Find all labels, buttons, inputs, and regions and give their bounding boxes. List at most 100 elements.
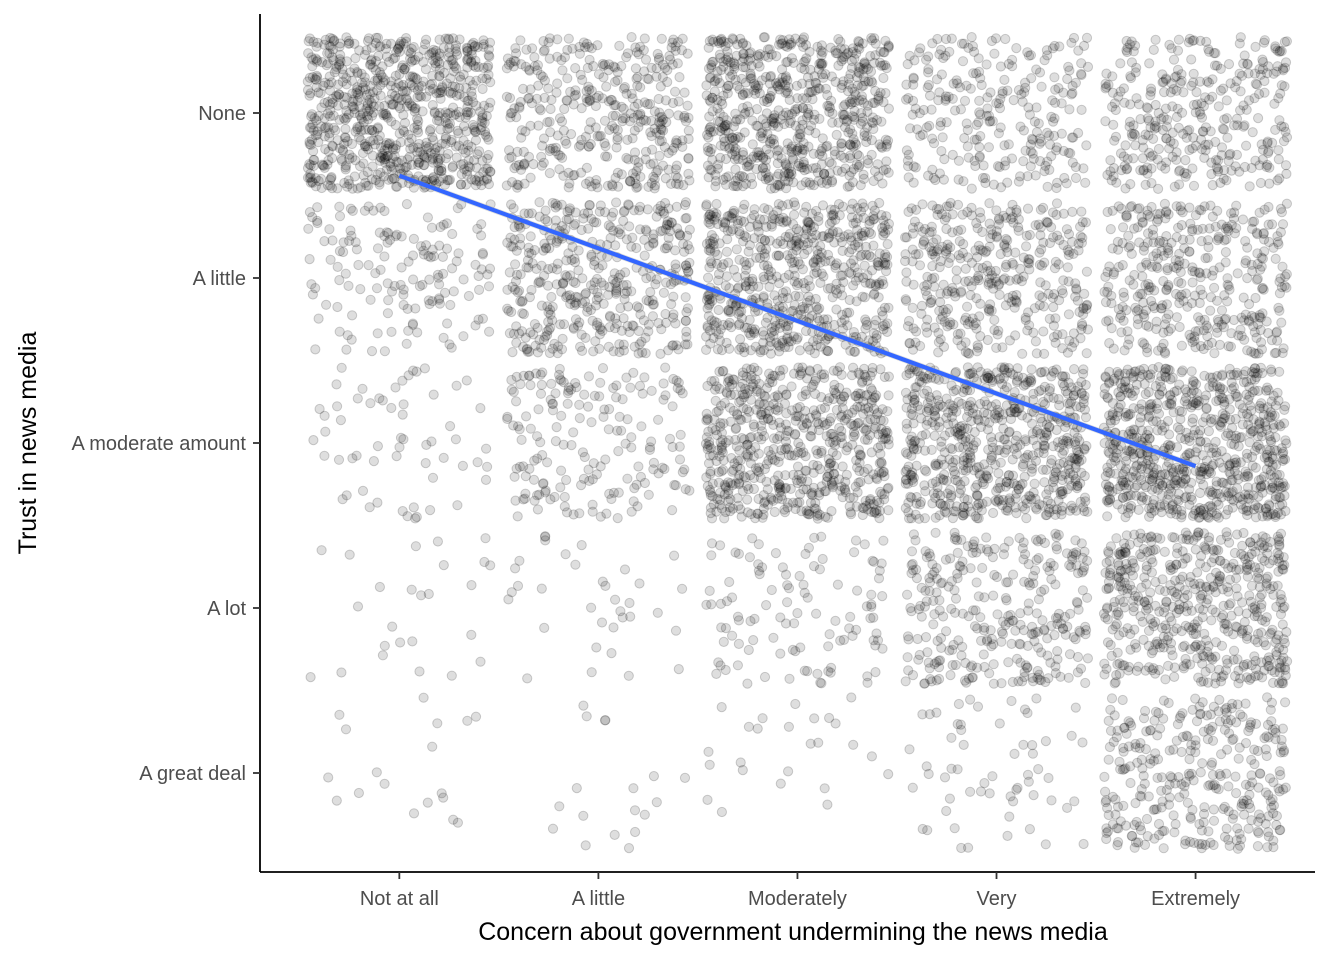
data-point [580,840,591,851]
data-point [679,246,690,257]
data-point [319,236,330,247]
data-point [386,402,397,414]
data-point [706,258,717,269]
data-point [519,493,531,504]
data-point [1143,595,1154,606]
data-point [1250,363,1261,374]
data-point [1240,554,1251,565]
data-point [1145,725,1156,736]
data-point [1080,621,1091,633]
data-point [1003,363,1014,374]
data-point [910,535,921,546]
data-point [1123,665,1134,676]
data-point [1219,623,1230,634]
data-point [921,552,933,563]
data-point [1122,563,1133,574]
data-point [668,291,679,302]
data-point [623,843,635,854]
data-point [1137,616,1148,627]
data-point [647,295,658,306]
data-point [958,739,969,751]
data-point [371,283,383,294]
data-point [1194,701,1205,712]
data-point [1045,558,1056,569]
data-point [1240,779,1252,790]
data-point [438,792,449,803]
data-point [1215,555,1226,567]
data-point [1011,784,1022,795]
data-point [953,698,965,710]
data-point [1138,634,1149,646]
data-point [844,501,855,512]
data-point [1221,768,1232,779]
data-point [1151,636,1163,647]
data-point [558,278,569,289]
data-point [1023,598,1034,609]
data-point [1198,604,1209,615]
data-point [987,552,999,563]
data-point [1207,604,1218,615]
data-point [1153,829,1165,841]
data-point [570,314,582,325]
data-point [997,628,1009,640]
data-point [308,435,319,446]
data-point [1135,611,1146,622]
data-point [1239,809,1250,820]
data-point [398,434,409,445]
data-point [705,245,716,257]
data-point [970,605,981,616]
data-point [1130,798,1141,809]
data-point [904,368,915,379]
data-point [963,842,974,853]
data-point [805,431,816,442]
data-point [1113,560,1124,571]
data-point [626,286,637,297]
data-point [555,374,566,385]
data-point [952,547,963,559]
data-point [325,254,336,265]
data-point [1211,783,1222,794]
data-point [757,326,769,337]
data-point [915,499,926,510]
data-point [791,223,802,235]
data-point [377,650,388,661]
data-point [542,280,554,291]
data-point [823,641,834,652]
data-point [579,208,590,219]
data-point [808,237,819,248]
data-point [1161,597,1172,608]
data-point [1100,797,1111,808]
data-point [1055,671,1066,682]
data-point [1018,554,1029,565]
data-point [1046,574,1057,585]
data-point [1159,825,1170,837]
data-point [934,595,945,606]
data-point [706,550,717,561]
data-point [766,221,778,232]
data-point [442,318,453,329]
data-point [472,457,483,468]
data-point [772,405,783,416]
data-point [1241,608,1252,619]
data-point [1205,837,1216,848]
data-point [1204,532,1215,543]
data-point [800,405,811,417]
data-point [1046,620,1057,632]
data-point [398,289,409,300]
data-point [924,586,935,597]
data-point [1270,734,1281,745]
data-point [716,345,728,356]
data-point [920,632,932,643]
data-point [901,464,912,476]
data-point [1022,662,1033,674]
data-point [1050,668,1061,679]
data-point [1221,702,1232,714]
data-point [1273,783,1284,794]
data-point [1234,828,1245,839]
data-point [907,670,919,681]
data-point [962,301,973,312]
data-point [768,433,780,444]
data-point [1231,788,1242,799]
data-point [846,692,857,703]
data-point [1120,477,1131,488]
